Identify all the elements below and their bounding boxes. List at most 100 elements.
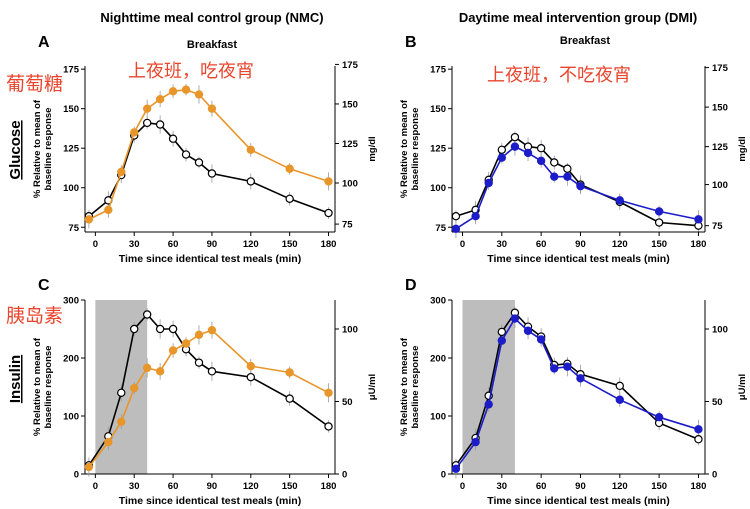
x-tick-label: 180 [691, 239, 707, 250]
data-point [654, 218, 664, 227]
data-point [484, 400, 493, 409]
data-point [246, 372, 256, 382]
x-tick-label: 60 [536, 481, 547, 492]
x-tick-label: 0 [460, 481, 465, 492]
data-point [246, 177, 256, 186]
data-point [497, 336, 507, 345]
panel-a: A Breakfast 75 100 125 150 175 75 100 125 150 175 0 3… [32, 34, 378, 265]
y-tick-label-right: 175 [342, 60, 359, 71]
data-point [117, 167, 126, 177]
y-tick-label-left: 100 [63, 183, 79, 194]
data-point [510, 314, 520, 323]
x-tick-label: 90 [207, 239, 218, 250]
data-point [194, 90, 204, 99]
y-tick-label-left: 0 [441, 470, 446, 481]
data-point [246, 145, 256, 154]
y-axis-label-right: μU/ml [367, 374, 378, 400]
data-point [130, 383, 139, 393]
data-point [142, 363, 152, 373]
data-point [155, 120, 165, 129]
panel-c: C 0 100 200 300 0 50 100 0 30 60 90 120 150 180 Time si… [32, 277, 378, 507]
data-point [615, 381, 624, 391]
x-tick-label: 180 [321, 481, 337, 492]
y-axis-label-right: mg/dl [367, 136, 378, 161]
x-tick-label: 90 [575, 239, 586, 250]
y-tick-label-left: 0 [74, 470, 79, 481]
data-point [285, 394, 294, 403]
data-point [694, 435, 703, 444]
data-point [181, 85, 191, 94]
x-tick-label: 30 [497, 239, 508, 250]
y-axis-label-line2: baseline response [43, 108, 54, 191]
x-tick-label: 0 [460, 239, 465, 250]
y-tick-label-right: 125 [342, 139, 359, 150]
data-point [155, 94, 165, 104]
data-point [550, 158, 559, 167]
data-point [246, 361, 256, 371]
data-point [142, 104, 152, 113]
x-tick-label: 30 [497, 481, 508, 492]
x-tick-label: 120 [612, 239, 628, 250]
y-tick-label-left: 150 [430, 104, 446, 115]
panel-letter-b: B [405, 34, 417, 51]
data-point [104, 437, 113, 447]
data-point [536, 144, 546, 153]
y-tick-label-left: 100 [63, 412, 79, 423]
y-axis-label-line1: % Relative to mean of [32, 337, 43, 436]
data-point [207, 367, 217, 376]
y-tick-label-right: 100 [712, 180, 728, 191]
x-tick-label: 60 [168, 481, 179, 492]
row-label-insulin: Insulin [7, 355, 24, 403]
data-point [576, 374, 585, 383]
y-tick-label-left: 125 [430, 144, 447, 155]
data-point [510, 132, 520, 142]
data-point [84, 215, 94, 224]
data-point [451, 211, 461, 221]
y-tick-label-right: 50 [342, 397, 353, 408]
data-point [168, 87, 178, 96]
data-point [654, 412, 664, 422]
data-point [497, 145, 507, 154]
y-tick-label-left: 200 [63, 354, 79, 365]
y-tick-label-left: 100 [430, 412, 446, 423]
data-point [181, 150, 191, 159]
data-point [181, 339, 191, 348]
x-axis-label: Time since identical test meals (min) [119, 495, 301, 507]
data-point [550, 364, 559, 373]
row-label-glucose: Glucose [7, 120, 24, 179]
data-point [694, 215, 703, 224]
data-point [207, 169, 217, 178]
data-point [168, 324, 178, 334]
y-tick-label-left: 75 [68, 223, 79, 234]
y-tick-label-right: 175 [712, 63, 729, 74]
data-point [497, 327, 507, 337]
data-point [207, 325, 217, 335]
y-tick-label-left: 175 [430, 65, 447, 76]
data-point [194, 330, 204, 339]
data-point [523, 148, 533, 158]
y-tick-label-right: 50 [712, 397, 723, 408]
panel-subtitle: Breakfast [560, 35, 610, 47]
annotation-night-meal-cn: 上夜班，吃夜宵 [128, 61, 254, 82]
data-point [194, 358, 204, 367]
x-axis-label: Time since identical test meals (min) [487, 253, 669, 265]
data-point [615, 196, 624, 205]
x-tick-label: 150 [282, 481, 298, 492]
data-point [324, 177, 333, 186]
data-point [84, 462, 94, 472]
data-point [207, 104, 217, 113]
x-tick-label: 180 [321, 239, 337, 250]
data-point [130, 324, 139, 334]
panel-d: D 0 100 200 300 0 50 100 0 30 60 90 120 150 180 Time si… [399, 277, 748, 507]
data-point [130, 128, 139, 137]
panel-subtitle: Breakfast [187, 39, 237, 51]
x-tick-label: 150 [651, 239, 667, 250]
annotation-glucose-cn: 葡萄糖 [6, 73, 63, 95]
y-tick-label-left: 150 [63, 104, 79, 115]
header-nmc: Nighttime meal control group (NMC) [100, 10, 323, 25]
data-point [563, 164, 572, 173]
panel-letter-d: D [405, 277, 417, 294]
y-tick-label-left: 300 [63, 296, 79, 307]
annotation-insulin-cn: 胰岛素 [6, 305, 63, 327]
